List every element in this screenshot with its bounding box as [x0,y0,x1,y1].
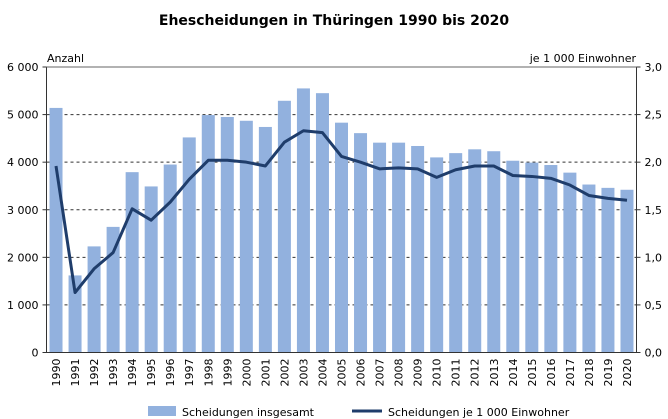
x-tick-label: 2008 [393,359,406,387]
x-tick-label: 2004 [316,359,329,387]
legend-bar-label: Scheidungen insgesamt [182,406,315,419]
bar [468,149,482,353]
bar [430,157,444,353]
x-tick-label: 2016 [545,359,558,387]
right-axis-label: je 1 000 Einwohner [529,52,637,65]
x-tick-label: 2013 [488,359,501,387]
bar [506,160,520,353]
x-tick-label: 1991 [69,359,82,387]
bar [563,172,577,353]
x-tick-label: 2018 [583,359,596,387]
left-tick-label: 2 000 [7,251,39,264]
bar [125,172,139,353]
x-tick-label: 2001 [259,359,272,387]
x-tick-label: 1994 [126,359,139,387]
chart-title: Ehescheidungen in Thüringen 1990 bis 202… [159,13,509,29]
bar [201,115,215,353]
left-tick-label: 1 000 [7,299,39,312]
bar [258,126,272,353]
x-tick-label: 1998 [202,359,215,387]
x-tick-label: 1997 [183,359,196,387]
bar [354,133,368,353]
x-tick-label: 2017 [564,359,577,387]
bar [49,107,63,353]
bar [620,189,634,353]
legend-line-label: Scheidungen je 1 000 Einwohner [388,406,570,419]
x-tick-label: 1999 [221,359,234,387]
x-tick-label: 1990 [50,359,63,387]
x-tick-label: 2000 [240,359,253,387]
bar [544,165,558,353]
x-tick-label: 2009 [412,359,425,387]
left-tick-label: 5 000 [7,109,39,122]
bar [525,162,539,353]
x-tick-label: 1996 [164,359,177,387]
x-tick-label: 2003 [297,359,310,387]
x-tick-label: 1995 [145,359,158,387]
bar [601,187,615,353]
left-axis-label: Anzahl [47,52,84,65]
bar [487,151,501,353]
bar [163,164,177,353]
bar [68,275,82,353]
x-tick-label: 2007 [374,359,387,387]
left-tick-label: 6 000 [7,61,39,74]
left-tick-label: 4 000 [7,156,39,169]
legend-bar-swatch [148,406,176,416]
bar [315,93,329,353]
bar [449,153,463,353]
right-tick-label: 0,0 [645,347,663,360]
x-tick-label: 2019 [602,359,615,387]
left-tick-label: 3 000 [7,204,39,217]
bar [335,122,348,353]
x-tick-label: 2006 [355,359,368,387]
bar [296,88,310,353]
bar [220,116,234,353]
bar [106,226,120,353]
bar [87,246,101,353]
right-tick-label: 3,0 [645,61,663,74]
legend: Scheidungen insgesamt Scheidungen je 1 0… [148,406,570,419]
right-tick-label: 2,5 [645,109,663,122]
x-tick-label: 2005 [336,359,349,387]
bar [239,120,253,353]
x-tick-label: 1993 [107,359,120,387]
right-tick-label: 0,5 [645,299,663,312]
bar [373,142,387,353]
x-tick-label: 2015 [526,359,539,387]
x-tick-label: 2012 [469,359,482,387]
bar [582,184,596,353]
bar [392,142,406,353]
left-tick-label: 0 [32,347,39,360]
x-tick-label: 1992 [88,359,101,387]
x-tick-label: 2010 [431,359,444,387]
bar [277,100,291,353]
bar [144,186,158,353]
right-tick-label: 2,0 [645,156,663,169]
right-tick-label: 1,0 [645,251,663,264]
x-tick-label: 2002 [278,359,291,387]
right-tick-label: 1,5 [645,204,663,217]
bar [182,137,196,353]
bar [411,145,425,353]
x-tick-label: 2020 [621,359,634,387]
x-tick-label: 2011 [450,359,463,387]
x-tick-label: 2014 [507,359,520,387]
